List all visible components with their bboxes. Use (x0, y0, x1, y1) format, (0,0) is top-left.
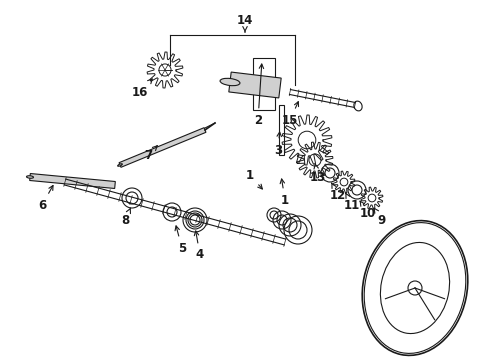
Text: 9: 9 (374, 208, 386, 226)
Bar (279, 105, 284, 155)
Ellipse shape (118, 164, 122, 166)
Text: 16: 16 (132, 79, 152, 99)
Text: 15: 15 (282, 102, 298, 126)
Text: 3: 3 (274, 132, 282, 157)
Circle shape (408, 281, 422, 295)
Text: 1: 1 (280, 179, 289, 207)
Polygon shape (229, 72, 281, 98)
Bar (253, 58, 275, 110)
Text: 4: 4 (195, 231, 204, 261)
Text: 10: 10 (360, 201, 376, 220)
Ellipse shape (220, 78, 240, 86)
Polygon shape (30, 174, 115, 189)
Text: 2: 2 (254, 64, 264, 126)
Text: 1: 1 (246, 168, 262, 189)
Text: 11: 11 (344, 193, 360, 212)
Text: 6: 6 (38, 185, 53, 212)
Text: 7: 7 (144, 146, 157, 162)
Ellipse shape (26, 176, 33, 178)
Text: 5: 5 (175, 226, 186, 255)
Text: 12: 12 (330, 183, 346, 202)
Text: 14: 14 (237, 14, 253, 32)
Text: 13: 13 (310, 164, 326, 184)
Polygon shape (119, 128, 206, 167)
Text: 8: 8 (121, 208, 130, 226)
